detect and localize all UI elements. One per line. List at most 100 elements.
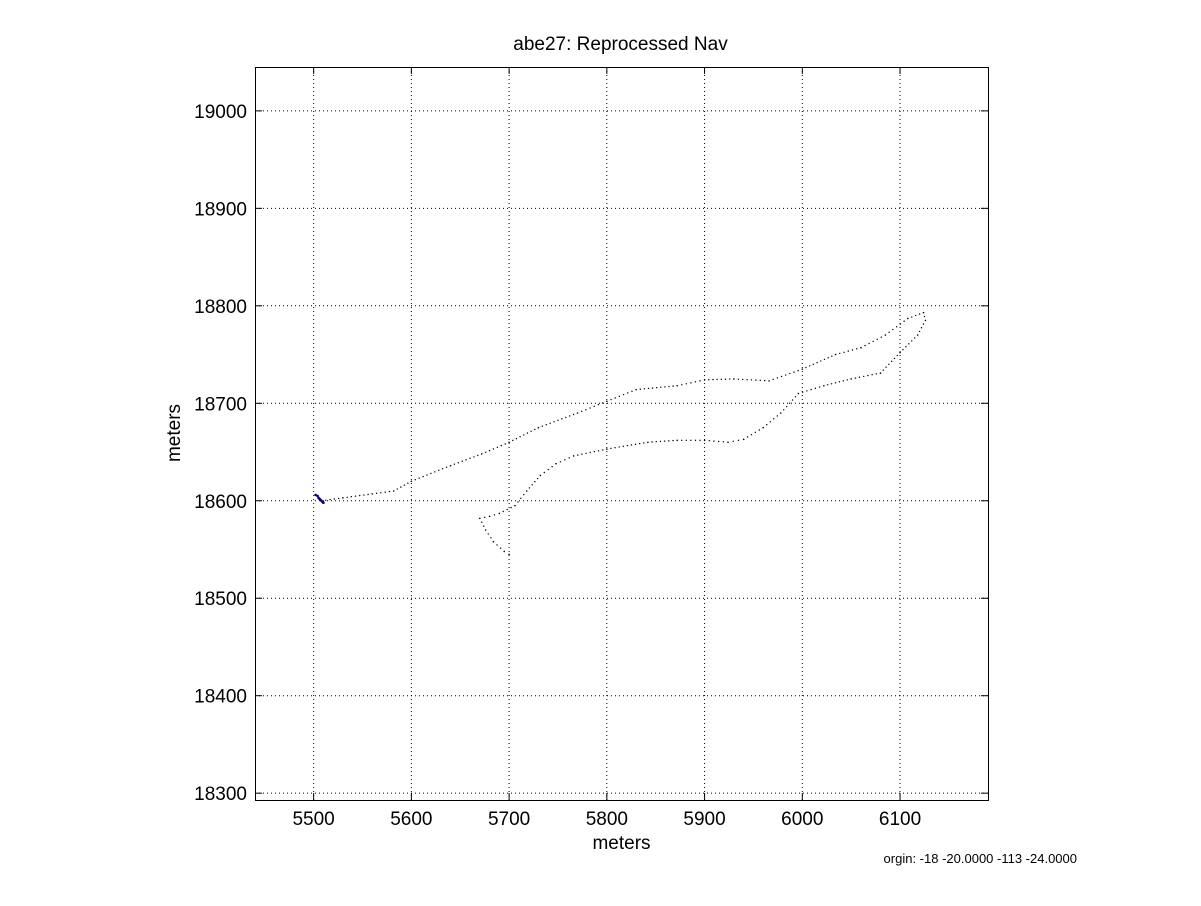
track-dot [923,315,926,318]
track-dot [820,360,822,362]
track-dot [892,328,894,331]
track-dot [867,374,869,377]
y-tick-label: 18600 [194,492,247,513]
track-dot [908,343,910,345]
track-dot [597,450,600,452]
track-dot [672,385,674,387]
track-dot [694,439,697,442]
track-dot [418,477,420,479]
track-dot [846,379,848,381]
track-dot [681,439,683,442]
track-dot [434,471,436,473]
track-dot [618,395,621,398]
track-dot [388,490,391,493]
track-dot [708,379,710,381]
track-dot [526,432,529,434]
track-dot [639,388,641,390]
x-tick-label: 5800 [586,809,628,830]
track-dot [659,440,662,443]
track-point [371,493,374,495]
track-dot [785,405,788,408]
x-tick-label: 5500 [292,809,334,830]
track-dot [823,358,826,361]
track-dot [559,461,562,463]
track-dot [589,451,591,454]
track-dot [333,498,336,500]
track-dot [589,407,591,409]
track-dot [426,474,428,476]
track-dot [843,351,845,353]
track-dot [414,479,416,481]
track-dot [717,440,720,443]
track-point [342,497,344,499]
track-dot [487,533,489,535]
track-point [316,494,319,498]
track-dot [797,369,799,372]
track-dot [776,415,778,417]
track-point [780,412,782,414]
x-tick-label: 5700 [488,809,530,830]
track-dot [488,449,491,452]
track-dot [722,441,725,443]
track-point [879,372,882,374]
track-dot [337,497,340,500]
track-dot [453,463,456,465]
track-dot [856,348,858,350]
track-point [480,453,483,455]
track-point [860,346,862,349]
track-point [676,439,679,442]
track-point [907,317,909,320]
track-point [635,388,637,391]
track-dot [354,495,357,497]
track-dot [490,537,492,539]
track-dot [523,434,525,436]
track-point [703,379,706,381]
y-tick-label: 18700 [194,394,247,415]
track-point [508,441,510,444]
track-dot [585,452,587,455]
track-dot [496,446,499,448]
track-point [850,378,852,380]
track-dot [541,425,544,427]
track-dot [626,444,629,447]
track-dot [720,378,723,381]
track-dot [805,366,807,369]
track-dot [557,419,559,422]
track-dot [851,349,854,351]
track-dot [520,497,522,500]
track-dot [763,379,766,382]
track-dot [473,456,475,458]
track-point [449,464,452,467]
track-dot [461,460,463,462]
track-dot [808,365,811,367]
y-axis-label: meters [164,403,185,463]
track-dot [367,493,369,496]
track-dot [601,449,604,451]
track-dot [484,451,487,453]
track-dot [519,436,521,438]
track-dot [895,326,898,328]
track-dot [643,442,645,444]
track-dot [831,355,833,357]
track-dot [346,496,348,498]
track-dot [651,441,653,443]
track-dot [783,409,785,411]
track-dot [569,415,571,417]
track-dot [517,501,519,503]
track-dot [363,494,365,496]
track-dot [839,352,841,355]
track-dot [784,374,787,376]
track-dot [610,398,612,401]
track-dot [631,390,633,393]
track-dot [622,445,624,448]
axes-frame [255,67,989,801]
track-dot [504,443,506,445]
track-dot [791,399,794,401]
track-dot [905,346,907,348]
track-dot [536,477,539,480]
track-dot [750,379,753,381]
track-dot [750,433,753,436]
track-dot [499,547,502,549]
track-dot [801,391,804,393]
